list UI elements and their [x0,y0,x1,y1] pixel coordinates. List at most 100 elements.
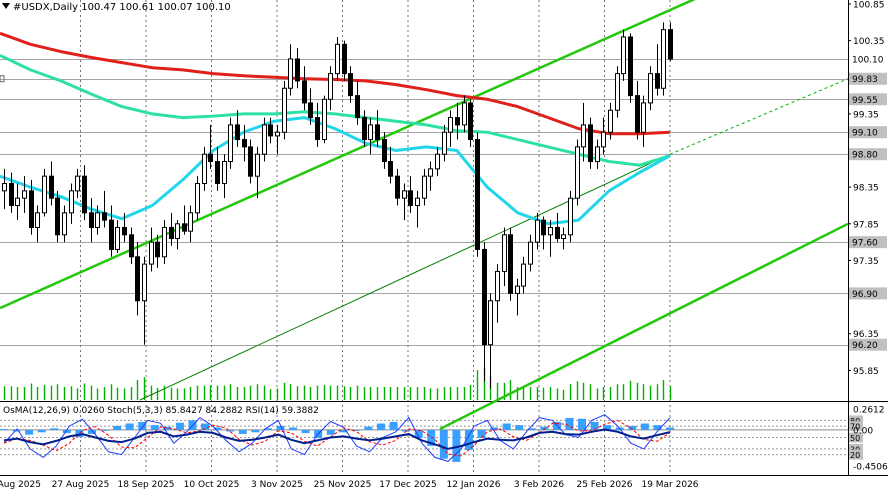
stoch-line [3,414,671,462]
candle [541,216,546,250]
bear-candle-body [455,117,460,126]
bull-candle-body [661,29,666,89]
candle [428,161,433,191]
osc-level-badge: 50 [849,432,863,443]
candle [575,139,580,206]
y-tick-label: 95.85 [853,367,879,377]
level-label: 96.20 [852,341,878,351]
bull-candle-body [335,43,340,75]
bull-candle-body [228,124,233,163]
bear-candle-body [468,102,473,141]
candle [115,220,120,254]
candle [82,165,87,221]
candle [328,66,333,111]
y-tick-label: 98.35 [853,184,879,194]
candle [415,190,420,228]
badge-bg [849,148,887,161]
candle [535,212,540,250]
bear-candle-body [628,36,633,97]
badge-bg [849,338,887,351]
candle [255,146,260,199]
moving-average-line [0,31,671,136]
candle [495,264,500,323]
level-badge: 96.90 [849,287,887,300]
level-label: 96.90 [852,290,878,300]
candle [135,242,140,316]
bear-candle-body [482,248,487,346]
candle [621,29,626,81]
bear-candle-body [555,226,560,239]
candle [402,183,407,221]
bull-candle-body [442,131,447,155]
candle [555,212,560,243]
bull-candle-body [415,197,420,206]
candle [355,80,360,125]
bull-candle-body [222,161,227,185]
osma-bar [276,425,285,430]
badge-bg [849,449,863,460]
x-tick-label: 19 Mar 2026 [641,480,698,490]
x-tick-label: 3 Feb 2026 [514,480,565,490]
candle [568,190,573,243]
osma-bar [540,426,549,430]
osma-bar [565,417,574,430]
osma-bar [502,423,511,430]
osma-bar [0,429,8,431]
trend-line [139,153,671,401]
bear-candle-body [302,80,307,104]
level-badge: 98.80 [849,148,887,161]
candle [235,110,240,147]
x-tick-label: 27 Aug 2025 [52,480,110,490]
candle [55,190,60,243]
candle [528,234,533,272]
bull-candle-body [95,212,100,228]
candle [302,66,307,111]
bear-candle-body [295,58,300,82]
bull-candle-body [422,175,427,199]
candle [69,183,74,224]
bear-candle-body [182,223,187,232]
candle [462,95,467,133]
trend-projection [669,78,849,155]
bull-candle-body [515,285,520,294]
bear-candle-body [49,175,54,199]
osma-bar [628,425,637,430]
osma-bar [87,429,96,434]
bear-candle-body [408,190,413,206]
osma-bar [25,429,34,435]
candle [49,161,54,206]
bull-candle-body [648,73,653,104]
candle [601,117,606,155]
candle [422,168,427,206]
osma-bar [100,429,109,431]
candle [475,132,480,257]
bull-candle-body [641,102,646,133]
bear-candle-body [129,234,134,258]
candle [595,139,600,169]
x-tick-label: 17 Dec 2025 [379,480,437,490]
dropdown-triangle-icon[interactable] [2,3,10,9]
bull-candle-body [202,153,207,185]
bull-candle-body [69,190,74,214]
bear-candle-body [215,161,220,185]
candle [581,102,586,162]
channel-line [0,0,696,310]
bull-candle-body [142,263,147,302]
bull-candle-body [568,197,573,236]
bear-candle-body [9,183,14,206]
badge-bg [849,415,863,426]
bear-candle-body [382,139,387,163]
bear-candle-body [342,43,347,75]
bear-candle-body [268,124,273,137]
bull-candle-body [495,270,500,302]
candle [435,146,440,177]
osma-bar [603,425,612,430]
level-badge: 96.20 [849,338,887,351]
osma-bar [150,425,159,430]
y-tick-label: 99.35 [853,110,879,120]
candle [15,183,20,221]
marker-icon [0,75,5,83]
osma-bar [364,426,373,430]
candle [195,176,200,221]
